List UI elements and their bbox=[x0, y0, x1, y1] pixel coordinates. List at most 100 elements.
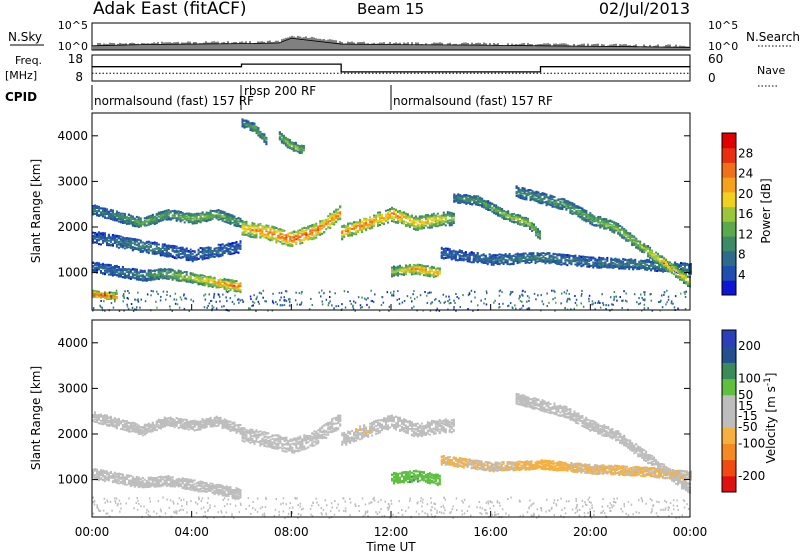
data-cell bbox=[252, 222, 254, 224]
data-cell bbox=[401, 270, 403, 272]
data-cell bbox=[158, 251, 160, 253]
data-cell bbox=[479, 204, 481, 206]
data-cell bbox=[190, 213, 192, 215]
data-cell bbox=[443, 248, 445, 250]
data-cell bbox=[160, 218, 162, 220]
data-cell bbox=[202, 255, 204, 257]
data-cell bbox=[186, 279, 188, 281]
data-cell bbox=[459, 197, 461, 199]
data-cell bbox=[281, 229, 283, 231]
data-cell bbox=[419, 218, 421, 220]
data-cell bbox=[431, 223, 433, 225]
data-cell bbox=[359, 229, 361, 231]
data-cell bbox=[473, 197, 475, 199]
data-cell bbox=[263, 234, 265, 236]
data-cell bbox=[421, 215, 423, 217]
data-cell bbox=[256, 236, 258, 238]
data-cell bbox=[100, 212, 102, 214]
data-cell bbox=[150, 245, 152, 247]
data-cell bbox=[132, 224, 134, 226]
data-cell bbox=[98, 232, 100, 234]
data-cell bbox=[327, 219, 329, 221]
data-cell bbox=[102, 293, 104, 295]
data-cell bbox=[246, 225, 248, 227]
data-cell bbox=[198, 280, 200, 282]
data-cell bbox=[493, 212, 495, 214]
data-cell bbox=[529, 224, 531, 226]
data-cell bbox=[321, 221, 323, 223]
data-cell bbox=[98, 236, 100, 238]
data-cell bbox=[138, 218, 140, 220]
data-cell bbox=[427, 265, 429, 267]
data-cell bbox=[257, 224, 259, 226]
data-cell bbox=[232, 249, 234, 251]
data-cell bbox=[128, 246, 130, 248]
data-cell bbox=[451, 213, 453, 215]
data-cell bbox=[437, 275, 439, 277]
data-cell bbox=[305, 234, 307, 236]
data-cell bbox=[226, 213, 228, 215]
data-cell bbox=[377, 212, 379, 214]
data-cell bbox=[465, 194, 467, 196]
data-cell bbox=[509, 219, 511, 221]
data-cell bbox=[297, 237, 299, 239]
data-cell bbox=[311, 231, 313, 233]
data-cell bbox=[102, 265, 104, 267]
data-cell bbox=[180, 250, 182, 252]
data-cell bbox=[114, 272, 116, 274]
data-cell bbox=[210, 213, 212, 215]
data-cell bbox=[289, 232, 291, 234]
data-cell bbox=[379, 211, 381, 213]
data-cell bbox=[136, 240, 138, 242]
data-cell bbox=[146, 245, 148, 247]
data-cell bbox=[329, 220, 331, 222]
data-cell bbox=[339, 212, 341, 214]
data-cell bbox=[96, 262, 98, 264]
data-cell bbox=[515, 214, 517, 216]
data-cell bbox=[507, 218, 509, 220]
data-cell bbox=[244, 223, 246, 225]
data-cell bbox=[465, 202, 467, 204]
data-cell bbox=[180, 215, 182, 217]
data-cell bbox=[218, 279, 220, 281]
data-cell bbox=[190, 273, 192, 275]
data-cell bbox=[469, 258, 471, 260]
data-cell bbox=[186, 271, 188, 273]
data-cell bbox=[198, 218, 200, 220]
data-cell bbox=[208, 213, 210, 215]
data-cell bbox=[489, 253, 491, 255]
data-cell bbox=[273, 232, 275, 234]
data-cell bbox=[257, 228, 259, 230]
data-cell bbox=[176, 211, 178, 213]
data-cell bbox=[96, 264, 98, 266]
data-cell bbox=[96, 240, 98, 242]
data-cell bbox=[331, 217, 333, 219]
data-cell bbox=[435, 268, 437, 270]
data-cell bbox=[257, 230, 259, 232]
data-cell bbox=[319, 222, 321, 224]
data-cell bbox=[98, 262, 100, 264]
data-cell bbox=[122, 246, 124, 248]
cpid-label: CPID bbox=[5, 90, 37, 104]
data-cell bbox=[96, 212, 98, 214]
data-cell bbox=[112, 269, 114, 271]
data-cell bbox=[158, 219, 160, 221]
data-cell bbox=[419, 221, 421, 223]
data-cell bbox=[537, 233, 539, 235]
data-cell bbox=[537, 231, 539, 233]
data-cell bbox=[279, 231, 281, 233]
data-cell bbox=[495, 259, 497, 261]
data-cell bbox=[138, 248, 140, 250]
data-cell bbox=[130, 219, 132, 221]
data-cell bbox=[499, 215, 501, 217]
data-cell bbox=[401, 218, 403, 220]
data-cell bbox=[136, 279, 138, 281]
data-cell bbox=[150, 243, 152, 245]
data-cell bbox=[154, 244, 156, 246]
data-cell bbox=[449, 251, 451, 253]
nsearch-label: N.Search bbox=[746, 30, 800, 44]
data-cell bbox=[497, 257, 499, 259]
data-cell bbox=[495, 262, 497, 264]
data-cell bbox=[337, 215, 339, 217]
data-cell bbox=[98, 239, 100, 241]
